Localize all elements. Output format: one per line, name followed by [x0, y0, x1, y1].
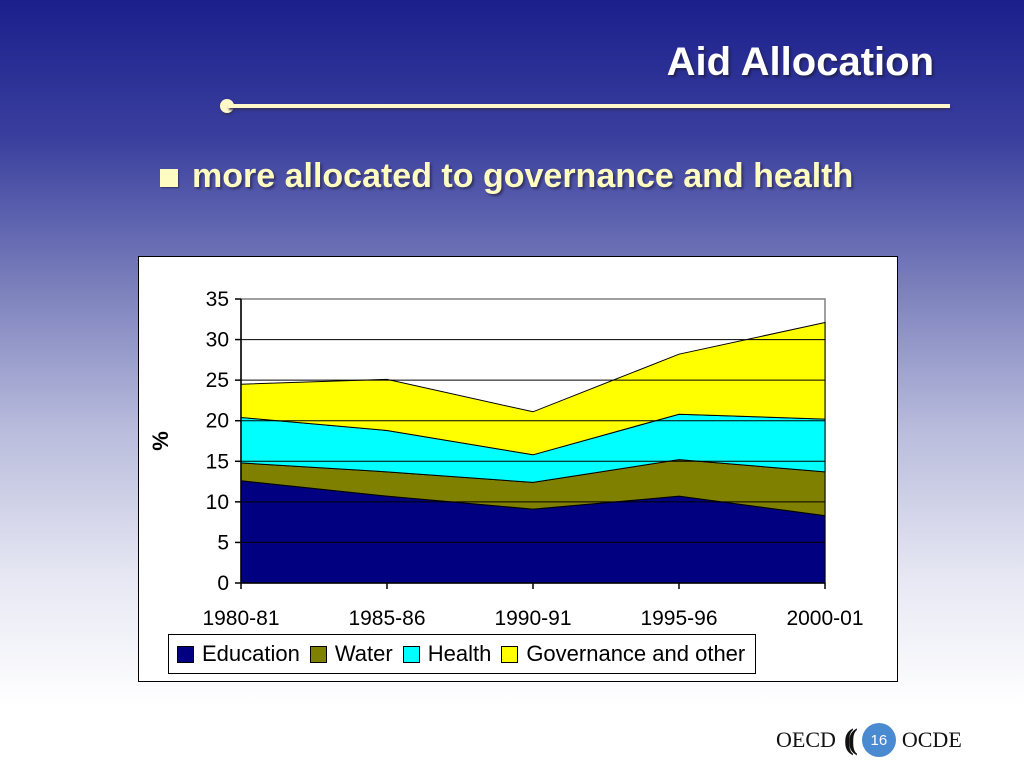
- x-tick-label: 1990-91: [494, 607, 571, 630]
- legend-item: Health: [402, 641, 492, 667]
- y-tick-label: 35: [206, 288, 229, 311]
- y-tick-label: 15: [206, 450, 229, 473]
- legend-label: Water: [334, 641, 393, 666]
- legend-item: Water: [309, 641, 393, 667]
- legend-swatch: [402, 645, 420, 663]
- y-tick-label: 0: [217, 572, 229, 595]
- legend-label: Governance and other: [526, 641, 746, 666]
- legend-swatch: [177, 645, 194, 663]
- x-tick-label: 1985-86: [348, 607, 425, 630]
- legend-label: Education: [202, 641, 300, 666]
- x-tick-label: 1980-81: [202, 607, 279, 630]
- x-tick-label: 2000-01: [786, 607, 863, 630]
- logo-text-oecd: OECD: [776, 727, 836, 752]
- oecd-logo: OECD (( 16 OCDE: [776, 722, 986, 758]
- legend-swatch: [501, 645, 519, 663]
- chart-legend: Education Water Health Governance and other: [168, 634, 757, 674]
- square-bullet-icon: [160, 169, 178, 187]
- legend-label: Health: [427, 641, 492, 666]
- logo-text-ocde: OCDE: [901, 727, 962, 752]
- y-tick-label: 30: [206, 329, 229, 352]
- y-tick-label: 10: [206, 491, 229, 514]
- legend-swatch: [309, 645, 327, 663]
- x-tick-label: 1995-96: [640, 607, 717, 630]
- bullet-text: more allocated to governance and health: [192, 157, 854, 195]
- y-tick-label: 25: [206, 369, 229, 392]
- chart-container: 0 5 10 15 20 25 30 35 1980-81 1985-86 1990-91 1995-…: [138, 256, 898, 682]
- bullet-point: more allocated to governance and health: [160, 155, 880, 197]
- title-rule: [228, 104, 950, 108]
- y-axis-label: %: [148, 431, 173, 451]
- area-governance-and-other: [240, 321, 826, 456]
- stacked-area-chart: 0 5 10 15 20 25 30 35 1980-81 1985-86 1990-91 1995-…: [148, 288, 864, 630]
- legend-item: Governance and other: [501, 641, 745, 667]
- title-rule-dot: [220, 99, 234, 113]
- y-tick-label: 20: [206, 410, 229, 433]
- page-number: 16: [861, 723, 896, 757]
- slide-title: Aid Allocation: [666, 40, 934, 84]
- legend-item: Education: [177, 641, 300, 667]
- chevrons-icon: ((: [843, 723, 858, 756]
- y-tick-label: 5: [217, 531, 229, 554]
